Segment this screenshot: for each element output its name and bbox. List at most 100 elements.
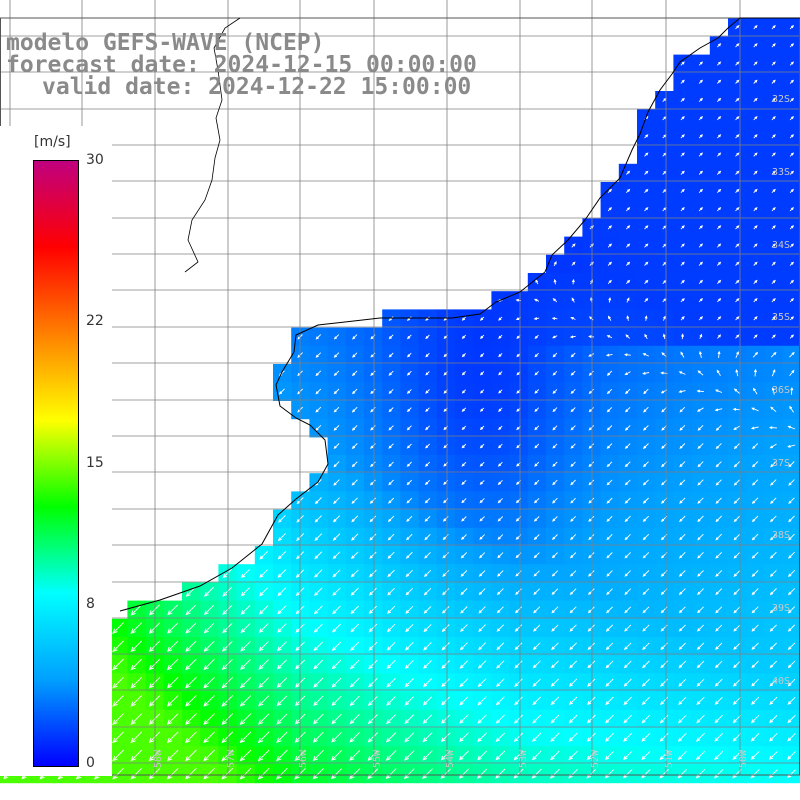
wind-arrow [332, 605, 341, 615]
wind-arrow [769, 588, 777, 596]
wind-arrow [716, 188, 722, 194]
wind-arrow [478, 642, 487, 651]
wind-arrow [770, 351, 777, 358]
wind-arrow [735, 97, 740, 103]
wind-arrow [789, 369, 795, 376]
wind-arrow [753, 134, 758, 139]
wind-arrow [698, 297, 704, 303]
wind-arrow [714, 660, 723, 669]
wind-arrow [570, 352, 576, 358]
wind-arrow [605, 624, 614, 632]
wind-arrow [461, 461, 467, 467]
wind-arrow [406, 479, 413, 486]
longitude-label: 58W [153, 749, 164, 768]
wind-arrow [680, 61, 685, 66]
wind-arrow [769, 660, 778, 669]
wind-arrow [497, 570, 504, 577]
wind-arrow [185, 622, 197, 634]
wind-arrow [716, 279, 722, 285]
latitude-label: 35S [772, 312, 790, 323]
wind-arrow [643, 425, 649, 431]
wind-arrow [644, 152, 649, 157]
wind-arrow [588, 353, 595, 357]
wind-arrow [276, 767, 288, 780]
wind-arrow [750, 714, 760, 724]
wind-arrow [787, 660, 796, 669]
wind-arrow [753, 243, 758, 248]
wind-arrow [513, 714, 524, 724]
wind-arrow [716, 261, 722, 266]
wind-arrow [333, 424, 340, 431]
wind-arrow [753, 79, 758, 84]
wind-arrow [387, 515, 395, 523]
wind-arrow [533, 497, 540, 504]
wind-arrow [787, 624, 796, 632]
wind-arrow [733, 497, 741, 504]
wind-arrow [351, 461, 358, 468]
wind-arrow [624, 552, 631, 559]
wind-arrow [787, 696, 796, 705]
wind-arrow [257, 749, 270, 762]
wind-arrow [240, 568, 251, 579]
wind-arrow [771, 152, 776, 157]
wind-arrow [406, 370, 412, 376]
wind-arrow [715, 570, 723, 577]
wind-arrow [662, 333, 666, 340]
wind-arrow [606, 425, 613, 431]
wind-arrow [698, 170, 704, 175]
wind-arrow [258, 605, 269, 615]
wind-arrow [277, 605, 287, 615]
wind-arrow [368, 677, 378, 688]
latitude-label: 36S [772, 385, 790, 396]
wind-arrow [568, 750, 578, 761]
wind-arrow [350, 551, 359, 560]
wind-arrow [221, 659, 233, 670]
wind-arrow [425, 334, 430, 340]
wind-arrow [313, 695, 324, 707]
wind-arrow [441, 642, 450, 651]
wind-arrow [697, 461, 704, 468]
wind-arrow [624, 461, 631, 468]
colorbar-tick-label: 15 [86, 454, 104, 471]
coastline [119, 17, 800, 612]
wind-arrow [185, 731, 197, 744]
wind-arrow [514, 642, 523, 651]
wind-arrow [623, 678, 632, 687]
wind-arrow [240, 623, 251, 634]
wind-arrow [750, 751, 760, 760]
wind-arrow [750, 732, 760, 742]
wind-arrow [332, 551, 341, 560]
wind-arrow [460, 534, 467, 541]
wind-arrow [351, 533, 359, 541]
wind-arrow [660, 678, 669, 687]
wind-arrow [386, 659, 396, 670]
wind-arrow [404, 641, 414, 651]
wind-arrow [698, 279, 704, 285]
wind-arrow [424, 461, 431, 467]
wind-arrow [771, 334, 776, 339]
wind-arrow [679, 479, 686, 486]
wind-arrow [625, 188, 631, 194]
wind-arrow [478, 606, 486, 614]
wind-arrow [258, 659, 269, 670]
title-model: modelo GEFS-WAVE (NCEP) [6, 30, 325, 56]
wind-arrow [185, 604, 197, 616]
wind-arrow [239, 695, 252, 707]
wind-arrow [624, 515, 631, 523]
wind-arrow [533, 552, 540, 559]
wind-arrow [769, 606, 777, 614]
wind-arrow [442, 552, 449, 559]
wind-arrow [315, 424, 322, 431]
wind-arrow [586, 714, 596, 724]
wind-arrow [753, 43, 758, 48]
wind-arrow [333, 461, 340, 468]
wind-arrow [441, 678, 451, 688]
wind-arrow [680, 351, 685, 358]
wind-arrow [331, 659, 342, 670]
wind-arrow [662, 315, 666, 321]
wind-arrow [623, 732, 633, 742]
wind-arrow [769, 570, 777, 577]
wind-arrow [498, 371, 503, 376]
wind-arrow [552, 516, 558, 522]
wind-arrow [532, 732, 542, 742]
